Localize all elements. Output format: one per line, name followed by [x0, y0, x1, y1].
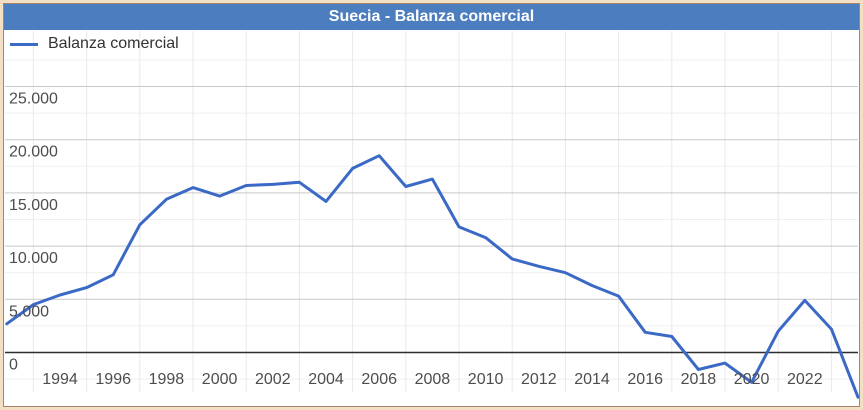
- x-tick-label: 2020: [734, 371, 770, 388]
- x-tick-label: 1998: [149, 371, 185, 388]
- y-tick-label: 15.000: [9, 197, 58, 214]
- x-tick-label: 2016: [627, 371, 663, 388]
- y-tick-label: 25.000: [9, 91, 58, 108]
- x-tick-label: 1996: [95, 371, 131, 388]
- x-tick-label: 2012: [521, 371, 557, 388]
- x-tick-label: 2002: [255, 371, 291, 388]
- legend: Balanza comercial: [10, 35, 179, 53]
- trade-balance-line[interactable]: [5, 154, 859, 399]
- x-tick-label: 2008: [415, 371, 451, 388]
- x-tick-label: 2004: [308, 371, 344, 388]
- x-tick-label: 2022: [787, 371, 823, 388]
- y-tick-label: 5.000: [9, 303, 49, 320]
- x-tick-label: 2018: [681, 371, 717, 388]
- legend-line-swatch: [10, 42, 38, 46]
- chart-title-bar: Suecia - Balanza comercial: [4, 4, 859, 30]
- x-tick-label: 2006: [361, 371, 397, 388]
- chart-canvas: 25.000 20.000 15.000 10.000 5.000 0 1994 1996 19…: [5, 31, 859, 399]
- y-tick-label: 10.000: [9, 250, 58, 267]
- x-tick-label: 2014: [574, 371, 610, 388]
- x-tick-label: 1994: [42, 371, 78, 388]
- x-tick-label: 2000: [202, 371, 238, 388]
- x-tick-label: 2010: [468, 371, 504, 388]
- chart-title: Suecia - Balanza comercial: [328, 8, 535, 25]
- y-tick-label: 0: [9, 357, 18, 374]
- y-tick-label: 20.000: [9, 144, 58, 161]
- chart-box: Suecia - Balanza comercial 25.000 20.000 1…: [3, 3, 860, 407]
- legend-label: Balanza comercial: [48, 35, 179, 52]
